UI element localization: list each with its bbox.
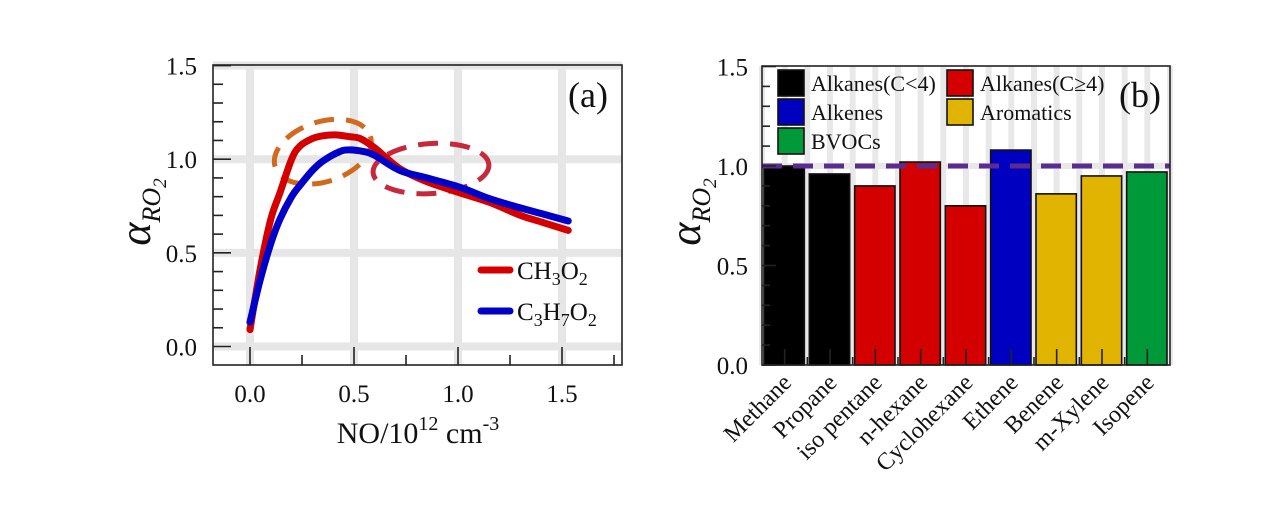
ylabel-symbol: α bbox=[661, 222, 710, 246]
legend-label: Alkanes(C<4) bbox=[811, 71, 936, 96]
ylabel-sub: RO bbox=[687, 188, 716, 224]
grid-lines bbox=[213, 61, 622, 365]
dashed-ellipse-orange bbox=[271, 116, 374, 187]
y-tick-label: 1.5 bbox=[166, 54, 197, 81]
legend-label: CH3O2 bbox=[517, 258, 588, 289]
legend-label-part: O bbox=[570, 299, 588, 326]
y-tick-label: 0.0 bbox=[166, 335, 197, 362]
series-line-C3H7O2 bbox=[246, 146, 572, 326]
x-tick-label: 1.0 bbox=[442, 381, 473, 408]
axis-ticks bbox=[762, 65, 1149, 366]
legend-label-part: O bbox=[561, 258, 579, 285]
tick-labels: 0.0 0.5 1.0 1.5 0.0 0.5 1.0 1.5 bbox=[166, 54, 578, 408]
annotations bbox=[271, 116, 492, 197]
series-line-CH3O2 bbox=[246, 131, 572, 334]
legend-label: C3H7O2 bbox=[517, 299, 597, 330]
legend-label: Alkenes bbox=[811, 100, 883, 125]
xlabel-sup2: -3 bbox=[483, 413, 500, 435]
bar-benene bbox=[1035, 193, 1078, 366]
legend-item: Alkanes(C<4) bbox=[777, 69, 936, 97]
legend-label: Aromatics bbox=[980, 100, 1072, 125]
legend-label-sub: 3 bbox=[534, 310, 543, 330]
bar-n-hexane bbox=[899, 161, 942, 366]
legend-item: Alkenes bbox=[777, 98, 883, 126]
x-tick-label: 0.5 bbox=[338, 381, 369, 408]
legend-label: Alkanes(C≥4) bbox=[980, 71, 1105, 96]
y-axis-label: αRO2 bbox=[111, 178, 171, 246]
legend-swatch bbox=[777, 127, 805, 155]
ylabel-subsub: 2 bbox=[700, 178, 721, 188]
x-tick-label: 1.5 bbox=[546, 381, 577, 408]
y-axis-label: αRO2 bbox=[661, 178, 721, 246]
legend-label-part: CH bbox=[517, 258, 552, 285]
legend-label-sub: 2 bbox=[588, 310, 597, 330]
ylabel-symbol: α bbox=[111, 222, 160, 246]
dashed-ellipse-red bbox=[370, 140, 492, 197]
bar-m-xylene bbox=[1080, 175, 1123, 366]
bar-iso-pentane bbox=[853, 185, 896, 366]
series-lines bbox=[246, 131, 572, 334]
xlabel-mid: cm bbox=[438, 417, 482, 450]
y-tick-label: 1.0 bbox=[717, 154, 748, 181]
legend-item: Aromatics bbox=[946, 98, 1072, 126]
bar-ethene bbox=[989, 149, 1032, 366]
legend-item: C3H7O2 bbox=[477, 299, 597, 330]
ylabel-subsub: 2 bbox=[150, 178, 171, 188]
bar-cyclohexane bbox=[944, 205, 987, 366]
panel-tag-a: (a) bbox=[568, 75, 608, 115]
bars bbox=[763, 149, 1168, 366]
legend-swatch bbox=[946, 98, 974, 126]
y-tick-label: 1.0 bbox=[166, 147, 197, 174]
xlabel-base: NO/10 bbox=[337, 417, 419, 450]
legend-swatch bbox=[777, 69, 805, 97]
legend: Alkanes(C<4) Alkanes(C≥4) Alkenes Aromatics… bbox=[777, 69, 1105, 155]
tick-labels: 0.0 0.5 1.0 1.5 bbox=[717, 55, 748, 381]
legend-swatch bbox=[946, 69, 974, 97]
x-tick-label: 0.0 bbox=[234, 381, 265, 408]
ylabel-sub: RO bbox=[137, 188, 166, 224]
bar-isopene bbox=[1125, 171, 1168, 366]
legend-label: BVOCs bbox=[811, 129, 881, 154]
legend-item: Alkanes(C≥4) bbox=[946, 69, 1105, 97]
legend-label-sub: 7 bbox=[561, 310, 570, 330]
legend-label-part: C bbox=[517, 299, 534, 326]
y-tick-label: 0.5 bbox=[166, 241, 197, 268]
bar-propane bbox=[808, 173, 851, 366]
y-tick-label: 0.0 bbox=[717, 353, 748, 380]
legend-item: BVOCs bbox=[777, 127, 881, 155]
panel-a: 0.0 0.5 1.0 1.50.00.51.01.5 (a) CH3O2C3H7O2… bbox=[111, 54, 623, 450]
legend-item: CH3O2 bbox=[477, 258, 588, 289]
xlabel-sup1: 12 bbox=[418, 413, 438, 435]
y-tick-label: 0.5 bbox=[717, 254, 748, 281]
legend-label-part: H bbox=[543, 299, 561, 326]
legend-label-sub: 2 bbox=[579, 269, 588, 289]
y-tick-label: 1.5 bbox=[717, 55, 748, 82]
x-axis-label: NO/1012 cm-3 bbox=[337, 413, 500, 450]
panel-tag-b: (b) bbox=[1119, 75, 1161, 115]
legend-swatch bbox=[777, 98, 805, 126]
legend-label-sub: 3 bbox=[552, 269, 561, 289]
axis-ticks bbox=[213, 64, 615, 365]
